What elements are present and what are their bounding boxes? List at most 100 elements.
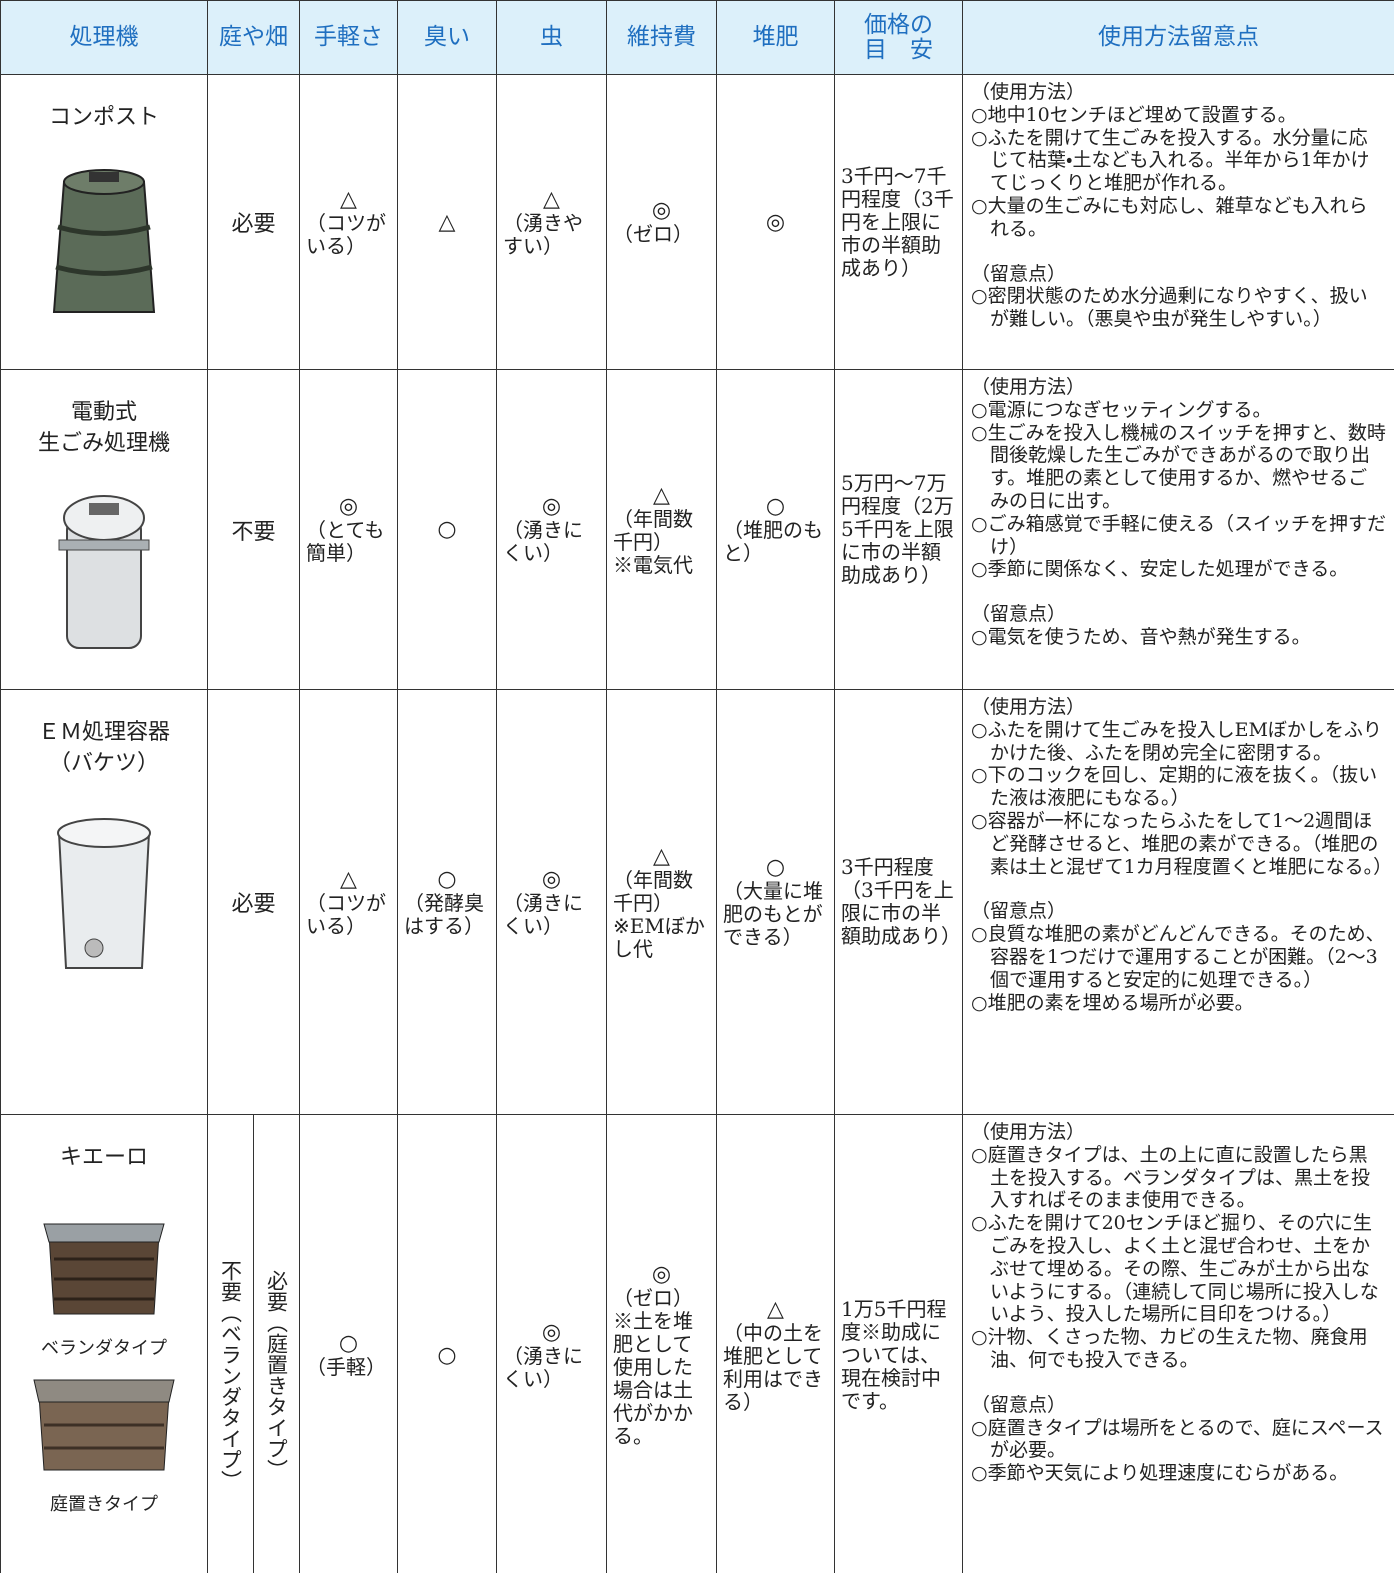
rating-symbol: ◎ — [541, 1319, 562, 1345]
table-row: 電動式 生ごみ処理機 不要 ◎ （とても簡単） ○ ◎ （湧きにくい） △ （年間数千円） ※電気代… — [0, 369, 1394, 690]
ease-cell: ○ （手軽） — [299, 1114, 398, 1573]
usage-item: ○ふたを開けて生ごみを投入する。水分量に応じて枯葉・土なども入れる。半年から1年… — [971, 126, 1370, 195]
garden-split: 不要（ベランダタイプ） 必要（庭置きタイプ） — [208, 1115, 299, 1573]
smell-cell: ○ — [397, 369, 497, 690]
rating-extra: ※EMぼかし代 — [613, 913, 705, 961]
compost-cell: ○ （大量に堆肥のもとができる） — [716, 689, 835, 1115]
usage-heading: （使用方法） — [971, 376, 1086, 398]
table-row: キエーロ ベランダタイプ 庭置きタイプ 不要（ベランダタイプ） 必要（庭置きタイプ） ○ （… — [0, 1114, 1394, 1573]
rating-symbol: ◎ — [651, 1262, 672, 1287]
rating-symbol: △ — [653, 843, 670, 869]
garden-cell: 不要 — [207, 369, 300, 690]
rating-symbol: △ — [767, 1296, 784, 1322]
spacer — [971, 241, 1386, 263]
usage-item: ○季節に関係なく、安定した処理ができる。 — [971, 558, 1349, 581]
garden-type-illustration — [33, 1379, 175, 1471]
rating-symbol: ◎ — [651, 198, 672, 223]
rating-note: （中の土を堆肥として利用はできる） — [723, 1320, 823, 1414]
usage-heading: （使用方法） — [971, 1121, 1086, 1143]
garden-cell: 必要 — [207, 74, 300, 370]
rating-note: （とても簡単） — [306, 518, 385, 565]
column-header: 手軽さ — [299, 0, 398, 75]
processor-name: 生ごみ処理機 — [37, 430, 170, 456]
header-line: 目 安 — [864, 36, 933, 63]
processor-name: （バケツ） — [48, 750, 159, 776]
rating-symbol: ○ — [765, 494, 786, 519]
rating-note: （湧きにくい） — [503, 518, 583, 565]
smell-cell: ○ — [397, 1114, 497, 1573]
upkeep-cell: △ （年間数千円） ※EMぼかし代 — [606, 689, 717, 1115]
garden-vertical-text: 不要（ベランダタイプ） — [218, 1259, 243, 1491]
illustration — [1, 152, 207, 328]
smell-cell: ○ （発酵臭はする） — [397, 689, 497, 1115]
rating-extra: ※電気代 — [613, 552, 693, 577]
caution-heading: （留意点） — [971, 603, 1067, 626]
column-header: 価格の目 安 — [834, 0, 963, 75]
price-text: 1万5千円程度※助成については、現在検討中です。 — [841, 1296, 947, 1413]
rating-note: （ゼロ） — [613, 222, 693, 246]
processor-name: キエーロ — [59, 1145, 148, 1170]
caution-item: ○電気を使うため、音や熱が発生する。 — [971, 625, 1311, 648]
bugs-cell: ◎ （湧きにくい） — [496, 1114, 607, 1573]
table-row: ＥＭ処理容器 （バケツ） 必要 △ （コツがいる） ○ （発酵臭はする） ◎ （湧きにくい） △ （… — [0, 689, 1394, 1115]
table-body: コンポスト 必要 △ （コツがいる） △ △ （湧きやすい） ◎ （ゼロ） ◎ 3千円～7千円程度（… — [0, 74, 1394, 1573]
price-cell: 5万円～7万円程度（2万5千円を上限に市の半額助成あり） — [834, 369, 963, 690]
rating-symbol: ◎ — [541, 494, 562, 519]
spacer — [971, 878, 1386, 900]
rating-note: （年間数千円） — [613, 867, 693, 915]
caution-item: ○密閉状態のため水分過剰になりやすく、扱いが難しい。（悪臭や虫が発生しやすい。） — [971, 285, 1368, 331]
price-text: 5万円～7万円程度（2万5千円を上限に市の半額助成あり） — [841, 471, 954, 587]
rating-extra: ※土を堆肥として使用した場合は土代がかかる。 — [613, 1309, 693, 1448]
usage-item: ○生ごみを投入し機械のスイッチを押すと、数時間後乾燥した生ごみができあがるので取… — [971, 421, 1386, 512]
spacer — [971, 1372, 1386, 1394]
rating-symbol: △ — [653, 482, 670, 508]
rating-symbol: ○ — [437, 866, 457, 892]
column-header: 使用方法留意点 — [962, 0, 1394, 75]
illustration — [1, 798, 207, 984]
usage-heading: （使用方法） — [971, 696, 1086, 718]
rating-symbol: ○ — [765, 855, 786, 880]
rating-note: （湧きにくい） — [503, 1343, 583, 1391]
processor-cell: ＥＭ処理容器 （バケツ） — [0, 689, 208, 1115]
caution-item: ○堆肥の素を埋める場所が必要。 — [971, 991, 1254, 1014]
illustration — [1, 1370, 207, 1486]
rating-symbol: △ — [340, 186, 357, 212]
bugs-cell: △ （湧きやすい） — [496, 74, 607, 370]
upkeep-cell: ◎ （ゼロ） ※土を堆肥として使用した場合は土代がかかる。 — [606, 1114, 717, 1573]
processor-name: コンポスト — [48, 105, 159, 130]
spacer — [971, 581, 1386, 603]
rating-note: （堆肥のもと） — [723, 518, 823, 565]
bugs-cell: ◎ （湧きにくい） — [496, 689, 607, 1115]
garden-half: 不要（ベランダタイプ） — [208, 1115, 254, 1573]
usage-heading: （使用方法） — [971, 81, 1086, 103]
header-line: 価格の — [864, 12, 933, 39]
usage-item: ○電源につなぎセッティングする。 — [971, 398, 1272, 421]
smell-cell: △ — [397, 74, 497, 370]
usage-item: ○大量の生ごみにも対応し、雑草なども入れられる。 — [971, 194, 1368, 240]
type-caption: ベランダタイプ — [41, 1337, 167, 1359]
rating-note: （コツがいる） — [306, 890, 386, 938]
upkeep-cell: ◎ （ゼロ） — [606, 74, 717, 370]
caution-heading: （留意点） — [971, 1393, 1067, 1416]
processor-name: ＥＭ処理容器 — [37, 720, 170, 745]
rating-symbol: ◎ — [541, 866, 562, 892]
usage-item: ○地中10センチほど埋めて設置する。 — [971, 103, 1297, 126]
compost-cell: ◎ — [716, 74, 835, 370]
rating-symbol: △ — [543, 186, 560, 212]
compost-cell: ○ （堆肥のもと） — [716, 369, 835, 690]
em-bucket-illustration — [57, 817, 151, 969]
column-header: 堆肥 — [716, 0, 835, 75]
bugs-cell: ◎ （湧きにくい） — [496, 369, 607, 690]
rating-note: （ゼロ） — [613, 1286, 693, 1310]
column-header: 庭や畑 — [207, 0, 300, 75]
column-header: 虫 — [496, 0, 607, 75]
garden-cell: 不要（ベランダタイプ） 必要（庭置きタイプ） — [207, 1114, 300, 1573]
ease-cell: ◎ （とても簡単） — [299, 369, 398, 690]
caution-item: ○季節や天気により処理速度にむらがある。 — [971, 1462, 1349, 1485]
usage-item: ○容器が一杯になったらふたをして1～2週間ほど発酵させると、堆肥の素ができる。（… — [971, 809, 1393, 878]
rating-symbol: ○ — [338, 1331, 359, 1356]
column-header: 維持費 — [606, 0, 717, 75]
usage-cell: （使用方法） ○電源につなぎセッティングする。 ○生ごみを投入し機械のスイッチを押す… — [962, 369, 1394, 690]
